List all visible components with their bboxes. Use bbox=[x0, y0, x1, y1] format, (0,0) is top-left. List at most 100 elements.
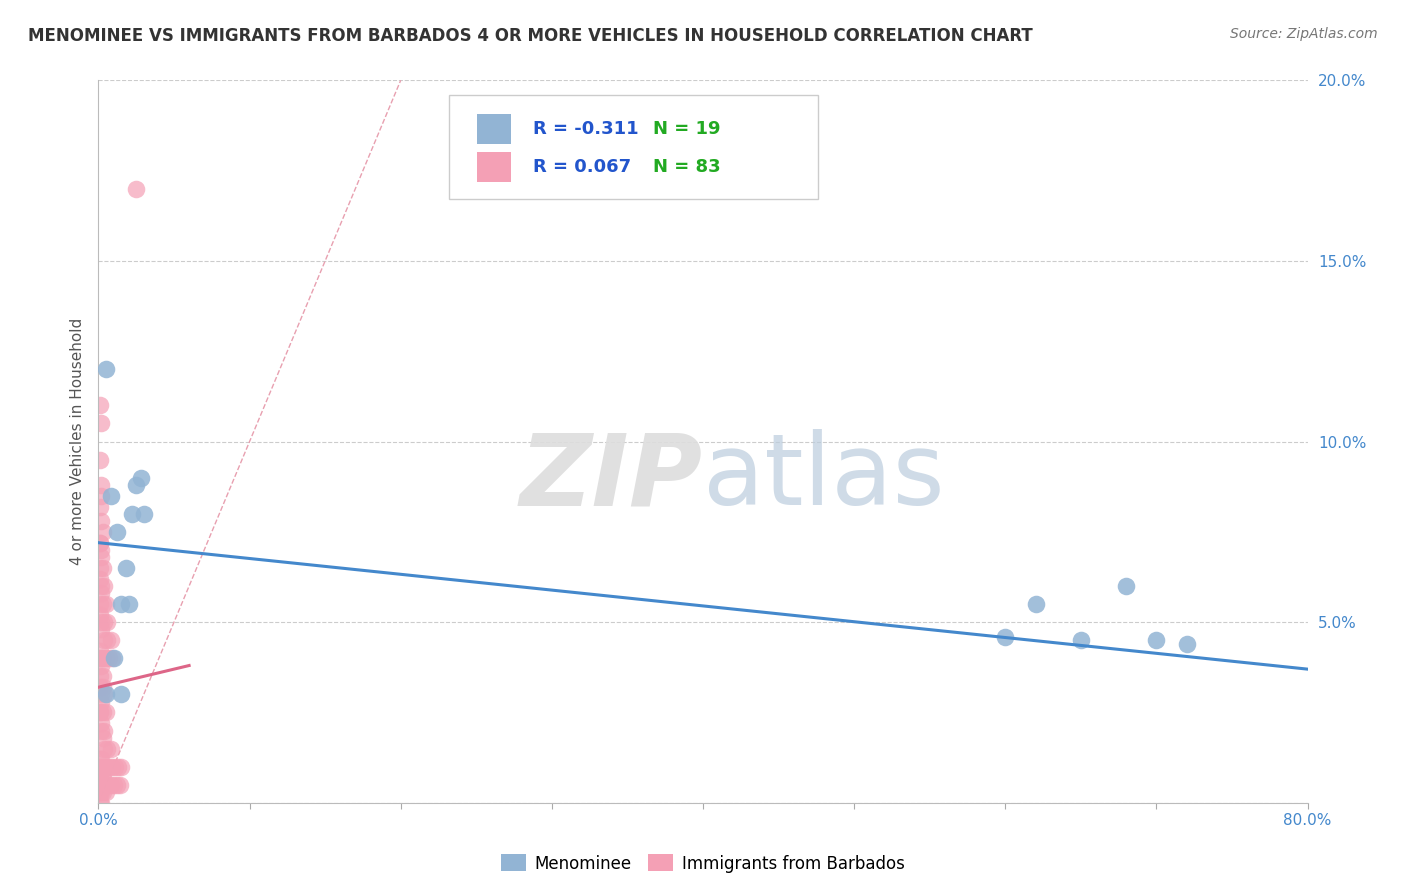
Text: R = 0.067: R = 0.067 bbox=[533, 158, 631, 176]
Point bbox=[90, 687, 112, 701]
Point bbox=[91, 767, 114, 781]
Point bbox=[108, 778, 131, 792]
Point bbox=[1070, 633, 1092, 648]
Point bbox=[132, 507, 155, 521]
Point bbox=[89, 706, 111, 720]
Point bbox=[110, 687, 132, 701]
Point bbox=[105, 778, 128, 792]
Point bbox=[91, 669, 114, 683]
Point bbox=[100, 778, 122, 792]
Point bbox=[125, 478, 148, 492]
Text: N = 83: N = 83 bbox=[654, 158, 721, 176]
Point bbox=[96, 633, 118, 648]
Point bbox=[90, 550, 112, 565]
Point bbox=[96, 778, 118, 792]
Point bbox=[89, 607, 111, 622]
Point bbox=[89, 680, 111, 694]
Point bbox=[91, 760, 114, 774]
Point bbox=[101, 651, 124, 665]
Point bbox=[89, 796, 111, 810]
Point bbox=[91, 680, 114, 694]
Point bbox=[89, 785, 111, 799]
Text: MENOMINEE VS IMMIGRANTS FROM BARBADOS 4 OR MORE VEHICLES IN HOUSEHOLD CORRELATIO: MENOMINEE VS IMMIGRANTS FROM BARBADOS 4 … bbox=[28, 27, 1033, 45]
Point bbox=[101, 760, 124, 774]
Point bbox=[90, 579, 112, 593]
Point bbox=[89, 398, 111, 412]
Point bbox=[90, 586, 112, 600]
Point bbox=[93, 723, 115, 738]
FancyBboxPatch shape bbox=[449, 95, 818, 200]
Point bbox=[91, 561, 114, 575]
Point bbox=[89, 669, 111, 683]
Point bbox=[100, 633, 122, 648]
Point bbox=[94, 597, 117, 611]
Point bbox=[994, 630, 1017, 644]
Point bbox=[103, 651, 125, 665]
Point bbox=[89, 651, 111, 665]
Point bbox=[89, 500, 111, 514]
Point bbox=[93, 741, 115, 756]
Point bbox=[90, 723, 112, 738]
Point bbox=[96, 741, 118, 756]
Point bbox=[96, 615, 118, 630]
Point bbox=[129, 471, 152, 485]
Point bbox=[94, 362, 117, 376]
Point bbox=[98, 760, 121, 774]
Point bbox=[89, 535, 111, 549]
Point bbox=[107, 760, 129, 774]
Point bbox=[100, 489, 122, 503]
FancyBboxPatch shape bbox=[477, 152, 510, 182]
Point bbox=[90, 796, 112, 810]
Point bbox=[91, 524, 114, 539]
Point bbox=[90, 514, 112, 528]
Point bbox=[89, 572, 111, 586]
Point bbox=[90, 695, 112, 709]
Point bbox=[90, 785, 112, 799]
Point bbox=[90, 658, 112, 673]
Point bbox=[94, 785, 117, 799]
Point bbox=[1115, 579, 1137, 593]
Point bbox=[103, 778, 125, 792]
Point bbox=[93, 579, 115, 593]
Point bbox=[94, 760, 117, 774]
Point bbox=[93, 633, 115, 648]
Point bbox=[98, 651, 121, 665]
Point bbox=[91, 651, 114, 665]
Point bbox=[105, 524, 128, 539]
Text: Source: ZipAtlas.com: Source: ZipAtlas.com bbox=[1230, 27, 1378, 41]
Point bbox=[89, 767, 111, 781]
Point bbox=[100, 741, 122, 756]
Point bbox=[90, 489, 112, 503]
Point bbox=[118, 597, 141, 611]
Point bbox=[93, 774, 115, 789]
Point bbox=[90, 417, 112, 431]
Point bbox=[90, 478, 112, 492]
Point bbox=[89, 597, 111, 611]
Point bbox=[90, 774, 112, 789]
Point bbox=[90, 651, 112, 665]
Point bbox=[91, 597, 114, 611]
Text: N = 19: N = 19 bbox=[654, 120, 721, 137]
Point bbox=[1144, 633, 1167, 648]
Point bbox=[94, 687, 117, 701]
Point bbox=[110, 597, 132, 611]
Point bbox=[89, 561, 111, 575]
Point bbox=[104, 760, 127, 774]
Point bbox=[90, 615, 112, 630]
Point bbox=[121, 507, 143, 521]
Point bbox=[89, 452, 111, 467]
Point bbox=[114, 561, 136, 575]
Point bbox=[91, 785, 114, 799]
Point bbox=[90, 623, 112, 637]
Point bbox=[91, 731, 114, 745]
Legend: Menominee, Immigrants from Barbados: Menominee, Immigrants from Barbados bbox=[495, 847, 911, 880]
Point bbox=[91, 706, 114, 720]
Text: atlas: atlas bbox=[703, 429, 945, 526]
Point bbox=[1175, 637, 1198, 651]
Point bbox=[94, 651, 117, 665]
Point bbox=[110, 760, 132, 774]
Point bbox=[89, 644, 111, 658]
Point bbox=[89, 535, 111, 549]
Point bbox=[90, 778, 112, 792]
Text: ZIP: ZIP bbox=[520, 429, 703, 526]
